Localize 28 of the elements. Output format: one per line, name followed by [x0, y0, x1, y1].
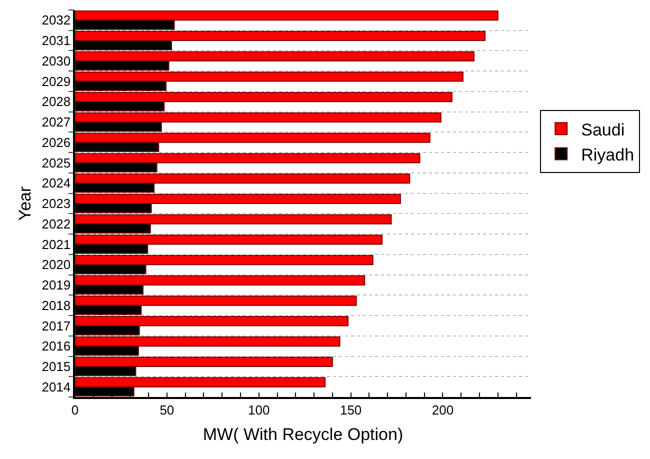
x-tick-label: 0	[71, 402, 79, 418]
y-tick-label: 2028	[42, 94, 71, 110]
x-tick-label: 150	[340, 402, 362, 418]
x-tick-label: 200	[432, 402, 454, 418]
y-tick-label: 2030	[42, 53, 71, 68]
y-tick-label: 2031	[42, 33, 71, 48]
x-axis-title: MW( With Recycle Option)	[202, 425, 404, 444]
y-tick-label: 2025	[42, 155, 71, 170]
y-tick-label: 2017	[42, 318, 71, 334]
legend-label: Riyadh	[581, 145, 634, 164]
y-tick-label: 2026	[42, 134, 71, 150]
legend-label: Saudi	[581, 120, 625, 140]
y-tick-label: 2015	[42, 359, 71, 374]
y-tick-label: 2016	[42, 338, 71, 354]
y-tick-label: 2022	[42, 216, 71, 232]
y-tick-label: 2027	[42, 114, 71, 130]
y-tick-label: 2021	[42, 236, 71, 252]
x-tick-label: 50	[160, 402, 174, 418]
y-tick-label: 2018	[42, 298, 71, 313]
x-tick-label: 100	[248, 402, 270, 418]
y-tick-label: 2014	[42, 379, 71, 394]
y-tick-label: 2023	[42, 196, 71, 212]
y-tick-label: 2020	[42, 257, 71, 272]
y-tick-label: 2029	[42, 74, 71, 89]
y-tick-label: 2032	[42, 12, 71, 28]
y-axis-title: Year	[16, 186, 34, 221]
y-tick-label: 2024	[42, 176, 71, 191]
y-tick-label: 2019	[42, 278, 71, 293]
